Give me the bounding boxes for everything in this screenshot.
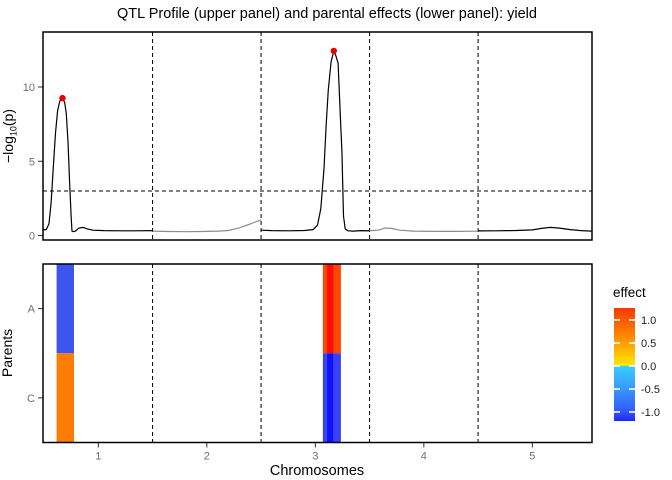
parental-effect-cell-A xyxy=(333,264,341,354)
qtl-peak-marker xyxy=(59,94,66,102)
legend-tick-label: 1.0 xyxy=(641,315,656,327)
parental-effect-cell-C xyxy=(322,353,327,443)
parental-effects-panel: 1 2 3 4 5 A C xyxy=(27,263,593,463)
parent-row-label: C xyxy=(27,393,35,405)
qtl-curve-chr2 xyxy=(152,219,262,233)
qtl-curve-chr1 xyxy=(42,97,153,233)
qtl-curve-chr4 xyxy=(369,227,479,232)
parental-effect-cell-A xyxy=(326,264,334,354)
upper-panel-border xyxy=(42,31,593,241)
x-axis-tick-label: 5 xyxy=(529,451,535,463)
y-axis-label-subscript: 10 xyxy=(9,126,19,136)
legend-colorbar xyxy=(614,308,635,421)
y-axis-label-upper: −log10(p) xyxy=(0,109,19,163)
lower-panel-border xyxy=(42,263,593,444)
y-axis-tick-label: 0 xyxy=(29,231,35,243)
qtl-peak-marker xyxy=(330,47,337,55)
effect-legend: effect 1.0 0.5 0.0 -0.5 -1.0 xyxy=(613,285,660,421)
parental-effect-cell-C xyxy=(56,353,74,443)
x-axis-tick-label: 2 xyxy=(204,451,210,463)
parental-effect-cell-A xyxy=(56,264,74,354)
legend-tick-label: -0.5 xyxy=(641,384,660,396)
qtl-curve-chr3 xyxy=(261,50,370,232)
qtl-curve-chr5 xyxy=(478,226,593,232)
parent-row-label: A xyxy=(28,304,36,316)
y-axis-tick-label: 5 xyxy=(29,156,35,168)
y-axis-tick-label: 10 xyxy=(23,82,35,94)
parental-effect-cell-A xyxy=(322,264,327,354)
x-axis-tick-label: 4 xyxy=(421,451,427,463)
y-axis-label-lower: Parents xyxy=(0,329,15,377)
parental-effect-cell-C xyxy=(333,353,341,443)
legend-tick-label: 0.0 xyxy=(641,361,656,373)
x-axis-tick-label: 3 xyxy=(312,451,318,463)
qtl-profile-panel: 0 5 10 xyxy=(23,31,593,243)
legend-tick-label: 0.5 xyxy=(641,338,656,350)
parental-effect-cell-C xyxy=(326,353,334,443)
legend-title: effect xyxy=(613,285,646,300)
x-axis-label: Chromosomes xyxy=(270,463,364,479)
y-axis-label-suffix: (p) xyxy=(0,109,16,126)
x-axis-tick-label: 1 xyxy=(95,451,101,463)
figure-title: QTL Profile (upper panel) and parental e… xyxy=(117,6,537,22)
legend-tick-label: -1.0 xyxy=(641,407,660,419)
y-axis-label-prefix: −log xyxy=(0,136,16,163)
